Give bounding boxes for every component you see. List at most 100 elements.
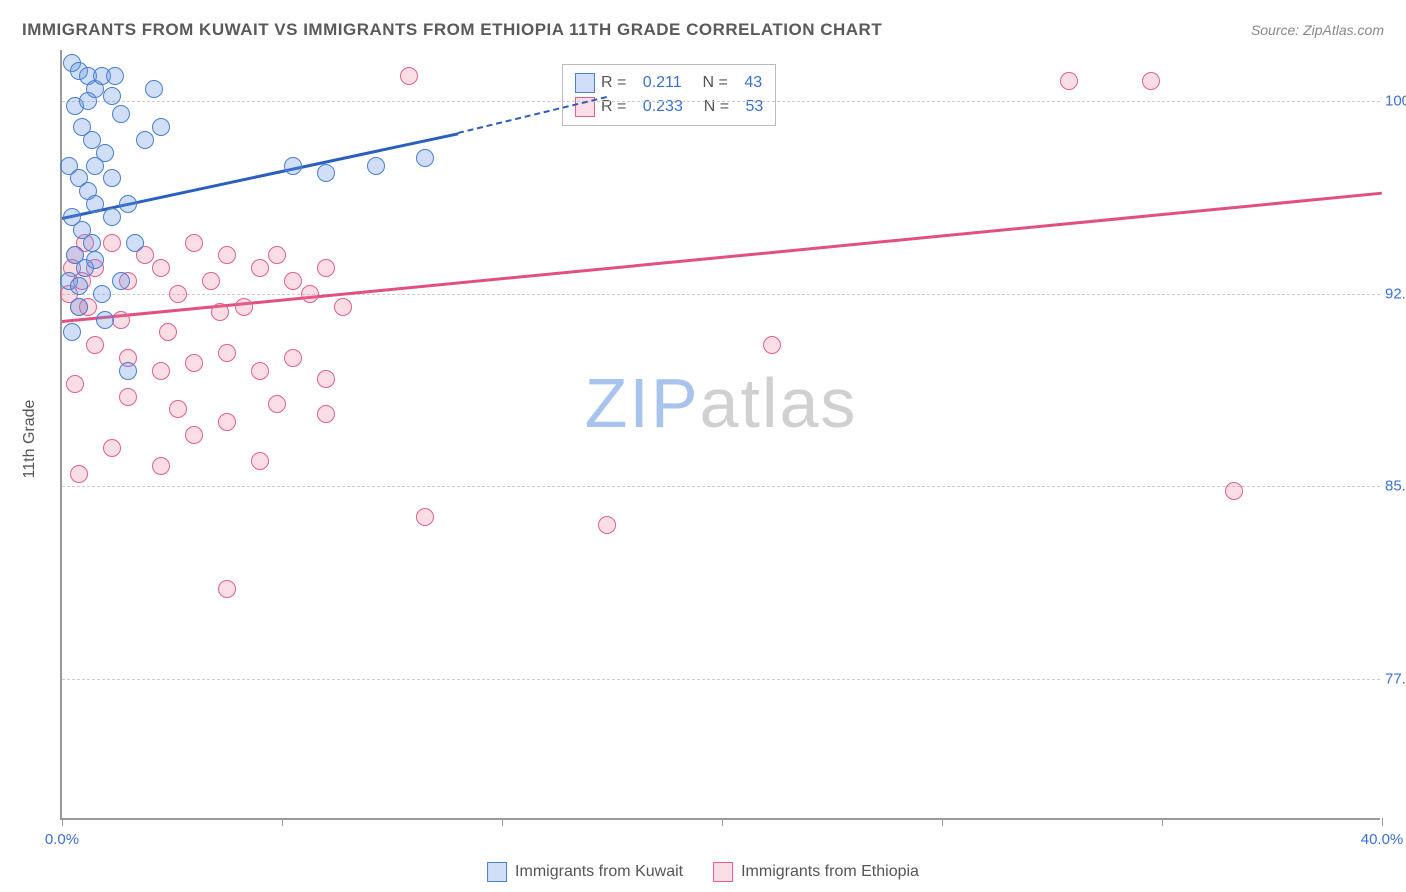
xtick xyxy=(62,818,63,826)
marker-kuwait xyxy=(103,87,121,105)
stats-legend: R = 0.211 N = 43 R = 0.233 N = 53 xyxy=(562,64,776,126)
marker-ethiopia xyxy=(202,272,220,290)
marker-kuwait xyxy=(284,157,302,175)
marker-kuwait xyxy=(152,118,170,136)
marker-ethiopia xyxy=(218,246,236,264)
marker-ethiopia xyxy=(169,285,187,303)
marker-ethiopia xyxy=(400,67,418,85)
marker-ethiopia xyxy=(152,362,170,380)
ytick-label: 100.0% xyxy=(1385,93,1406,110)
marker-ethiopia xyxy=(185,426,203,444)
marker-kuwait xyxy=(112,105,130,123)
marker-ethiopia xyxy=(218,413,236,431)
xtick-label: 40.0% xyxy=(1361,831,1404,848)
marker-kuwait xyxy=(106,67,124,85)
swatch-kuwait xyxy=(575,73,595,93)
marker-ethiopia xyxy=(284,272,302,290)
marker-ethiopia xyxy=(416,508,434,526)
marker-kuwait xyxy=(112,272,130,290)
xtick-label: 0.0% xyxy=(45,831,79,848)
trendline-ethiopia xyxy=(62,191,1382,322)
legend-item-ethiopia: Immigrants from Ethiopia xyxy=(713,862,919,882)
marker-kuwait xyxy=(416,149,434,167)
xtick xyxy=(942,818,943,826)
marker-ethiopia xyxy=(317,259,335,277)
marker-ethiopia xyxy=(112,311,130,329)
marker-kuwait xyxy=(103,208,121,226)
marker-ethiopia xyxy=(317,405,335,423)
marker-ethiopia xyxy=(103,439,121,457)
gridline xyxy=(62,101,1380,102)
marker-ethiopia xyxy=(218,344,236,362)
marker-ethiopia xyxy=(1060,72,1078,90)
marker-ethiopia xyxy=(211,303,229,321)
marker-ethiopia xyxy=(1225,482,1243,500)
marker-ethiopia xyxy=(251,259,269,277)
marker-ethiopia xyxy=(268,246,286,264)
marker-kuwait xyxy=(63,323,81,341)
swatch-kuwait xyxy=(487,862,507,882)
marker-ethiopia xyxy=(235,298,253,316)
xtick xyxy=(502,818,503,826)
marker-ethiopia xyxy=(598,516,616,534)
marker-ethiopia xyxy=(152,457,170,475)
marker-kuwait xyxy=(103,169,121,187)
marker-ethiopia xyxy=(169,400,187,418)
marker-ethiopia xyxy=(251,452,269,470)
marker-ethiopia xyxy=(317,370,335,388)
marker-ethiopia xyxy=(185,354,203,372)
series-legend: Immigrants from Kuwait Immigrants from E… xyxy=(487,862,919,882)
xtick xyxy=(1382,818,1383,826)
marker-ethiopia xyxy=(70,465,88,483)
marker-kuwait xyxy=(79,92,97,110)
ytick-label: 92.5% xyxy=(1385,285,1406,302)
xtick xyxy=(282,818,283,826)
marker-kuwait xyxy=(83,234,101,252)
chart-title: IMMIGRANTS FROM KUWAIT VS IMMIGRANTS FRO… xyxy=(22,20,882,40)
marker-kuwait xyxy=(70,298,88,316)
marker-ethiopia xyxy=(268,395,286,413)
marker-ethiopia xyxy=(152,259,170,277)
marker-kuwait xyxy=(136,131,154,149)
legend-label-ethiopia: Immigrants from Ethiopia xyxy=(741,863,919,881)
swatch-ethiopia xyxy=(713,862,733,882)
marker-kuwait xyxy=(96,311,114,329)
marker-kuwait xyxy=(93,285,111,303)
marker-ethiopia xyxy=(251,362,269,380)
marker-kuwait xyxy=(119,195,137,213)
marker-ethiopia xyxy=(103,234,121,252)
xtick xyxy=(722,818,723,826)
watermark: ZIPatlas xyxy=(585,363,858,443)
marker-ethiopia xyxy=(763,336,781,354)
stats-row-kuwait: R = 0.211 N = 43 xyxy=(575,71,763,95)
ytick-label: 85.0% xyxy=(1385,478,1406,495)
marker-ethiopia xyxy=(1142,72,1160,90)
marker-ethiopia xyxy=(185,234,203,252)
gridline xyxy=(62,486,1380,487)
legend-item-kuwait: Immigrants from Kuwait xyxy=(487,862,683,882)
gridline xyxy=(62,679,1380,680)
marker-ethiopia xyxy=(218,580,236,598)
marker-ethiopia xyxy=(159,323,177,341)
marker-kuwait xyxy=(317,164,335,182)
marker-ethiopia xyxy=(119,388,137,406)
source-attribution: Source: ZipAtlas.com xyxy=(1251,22,1384,38)
marker-kuwait xyxy=(70,277,88,295)
gridline xyxy=(62,294,1380,295)
marker-ethiopia xyxy=(334,298,352,316)
chart-header: IMMIGRANTS FROM KUWAIT VS IMMIGRANTS FRO… xyxy=(22,20,1384,40)
legend-label-kuwait: Immigrants from Kuwait xyxy=(515,863,683,881)
marker-kuwait xyxy=(367,157,385,175)
y-axis-label: 11th Grade xyxy=(21,400,39,479)
xtick xyxy=(1162,818,1163,826)
marker-ethiopia xyxy=(86,336,104,354)
marker-kuwait xyxy=(86,195,104,213)
marker-ethiopia xyxy=(301,285,319,303)
marker-kuwait xyxy=(86,157,104,175)
marker-kuwait xyxy=(119,362,137,380)
ytick-label: 77.5% xyxy=(1385,670,1406,687)
marker-kuwait xyxy=(126,234,144,252)
marker-ethiopia xyxy=(284,349,302,367)
plot-area: ZIPatlas R = 0.211 N = 43 R = 0.233 N = … xyxy=(60,50,1380,820)
marker-kuwait xyxy=(145,80,163,98)
